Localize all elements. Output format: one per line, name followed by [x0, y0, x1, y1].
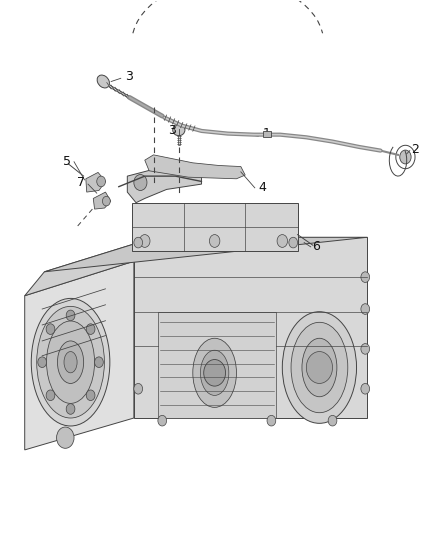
Circle shape — [134, 174, 147, 190]
Ellipse shape — [201, 350, 229, 395]
Polygon shape — [25, 237, 155, 296]
Circle shape — [57, 427, 74, 448]
Polygon shape — [127, 168, 201, 203]
Polygon shape — [134, 237, 367, 418]
Polygon shape — [145, 155, 245, 179]
Circle shape — [361, 304, 370, 314]
Circle shape — [204, 360, 226, 386]
Circle shape — [400, 150, 411, 164]
Circle shape — [158, 415, 166, 426]
Circle shape — [140, 235, 150, 247]
Circle shape — [46, 324, 55, 334]
Ellipse shape — [291, 322, 348, 413]
Ellipse shape — [31, 298, 110, 426]
Ellipse shape — [173, 124, 185, 136]
Text: 3: 3 — [168, 124, 176, 138]
Polygon shape — [93, 192, 111, 209]
Circle shape — [134, 237, 143, 248]
Ellipse shape — [46, 321, 95, 403]
Text: 5: 5 — [63, 155, 71, 168]
Circle shape — [361, 272, 370, 282]
Text: 4: 4 — [259, 181, 267, 195]
Polygon shape — [44, 237, 367, 272]
Circle shape — [86, 324, 95, 334]
Text: 3: 3 — [125, 70, 133, 83]
Text: 7: 7 — [77, 176, 85, 189]
Circle shape — [277, 235, 288, 247]
Ellipse shape — [97, 75, 110, 88]
Circle shape — [361, 383, 370, 394]
Circle shape — [306, 352, 332, 383]
Ellipse shape — [57, 341, 84, 383]
Circle shape — [328, 415, 337, 426]
Circle shape — [361, 344, 370, 354]
Circle shape — [66, 403, 75, 414]
Polygon shape — [263, 131, 272, 138]
Ellipse shape — [64, 352, 77, 373]
Ellipse shape — [283, 312, 357, 423]
Circle shape — [267, 415, 276, 426]
Ellipse shape — [37, 306, 104, 418]
Circle shape — [97, 176, 106, 187]
Text: 6: 6 — [312, 240, 320, 253]
Circle shape — [102, 196, 110, 206]
Circle shape — [46, 390, 55, 401]
Circle shape — [95, 357, 103, 368]
Circle shape — [289, 237, 297, 248]
Text: 1: 1 — [262, 127, 270, 140]
Circle shape — [66, 310, 75, 321]
Ellipse shape — [302, 338, 337, 397]
Circle shape — [134, 383, 143, 394]
Ellipse shape — [193, 338, 237, 407]
Circle shape — [209, 235, 220, 247]
Circle shape — [86, 390, 95, 401]
Text: 2: 2 — [411, 143, 419, 156]
Polygon shape — [132, 203, 297, 251]
Polygon shape — [86, 172, 106, 192]
Circle shape — [38, 357, 46, 368]
Polygon shape — [158, 312, 276, 418]
Polygon shape — [25, 261, 134, 450]
